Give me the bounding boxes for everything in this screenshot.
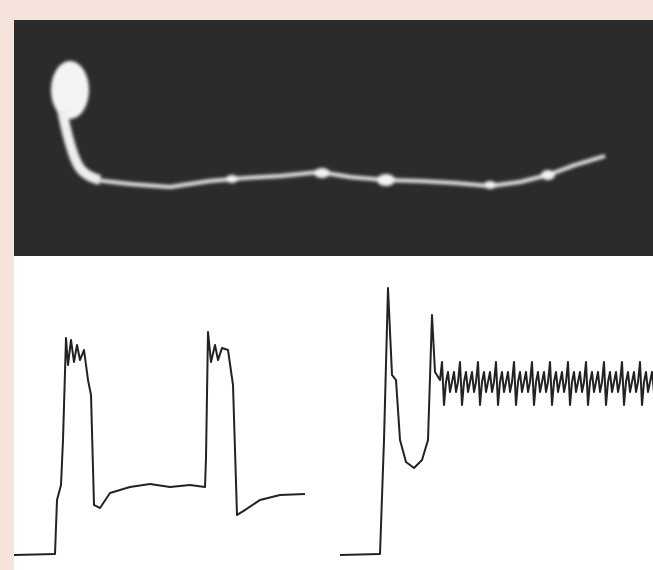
varicosity — [226, 175, 238, 183]
varicosity — [541, 170, 555, 180]
soma — [51, 61, 89, 119]
trace-panel — [14, 256, 653, 570]
micrograph-panel — [14, 20, 653, 256]
varicosity — [484, 181, 496, 189]
varicosity — [314, 168, 330, 178]
figure — [0, 0, 653, 570]
page: (() => { const data = JSON.parse(documen… — [0, 0, 653, 570]
varicosity — [377, 174, 395, 186]
